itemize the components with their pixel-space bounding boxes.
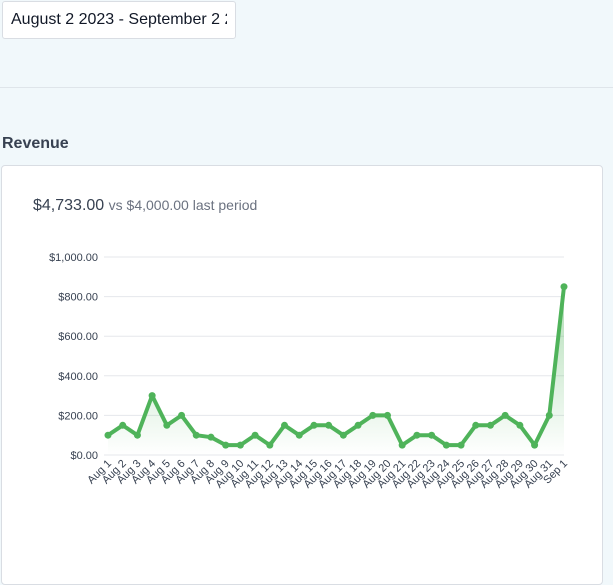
- data-point: [325, 421, 333, 429]
- data-point: [148, 392, 156, 400]
- area-fill: [108, 286, 564, 455]
- data-point: [501, 411, 509, 419]
- revenue-total: $4,733.00: [33, 197, 105, 214]
- data-point: [398, 441, 406, 449]
- data-point: [104, 431, 112, 439]
- revenue-chart: $0.00 $200.00 $400.00 $600.00 $800.00 $1,000.…: [49, 252, 570, 491]
- y-tick-label: $200.00: [58, 410, 98, 422]
- data-point: [457, 441, 465, 449]
- y-axis-labels: $0.00 $200.00 $400.00 $600.00 $800.00 $1,000.…: [49, 252, 98, 462]
- data-point: [133, 431, 141, 439]
- section-divider: [0, 87, 613, 88]
- data-point: [486, 421, 494, 429]
- data-point: [251, 431, 259, 439]
- data-point: [428, 431, 436, 439]
- data-point: [295, 431, 303, 439]
- data-point: [354, 421, 362, 429]
- data-point: [369, 411, 377, 419]
- data-point: [163, 421, 171, 429]
- data-point: [236, 441, 244, 449]
- section-title: Revenue: [2, 135, 69, 152]
- y-tick-label: $1,000.00: [49, 252, 98, 264]
- data-point: [472, 421, 480, 429]
- data-point: [383, 411, 391, 419]
- y-tick-label: $400.00: [58, 371, 98, 383]
- data-point: [531, 441, 539, 449]
- data-point: [442, 441, 450, 449]
- data-point: [192, 431, 200, 439]
- revenue-card: $0.00 $200.00 $400.00 $600.00 $800.00 $1,000.…: [1, 165, 603, 585]
- data-point: [413, 431, 421, 439]
- revenue-comparison: vs $4,000.00 last period: [108, 197, 258, 213]
- y-tick-label: $0.00: [70, 450, 98, 462]
- y-tick-label: $600.00: [58, 331, 98, 343]
- data-point: [178, 411, 186, 419]
- data-point: [545, 411, 553, 419]
- data-point: [207, 433, 215, 441]
- data-point: [222, 441, 230, 449]
- y-tick-label: $800.00: [58, 292, 98, 304]
- data-point: [119, 421, 127, 429]
- series-area: [108, 286, 564, 455]
- data-point: [266, 441, 274, 449]
- revenue-summary: $4,733.00 vs $4,000.00 last period: [33, 197, 257, 215]
- data-point: [310, 421, 318, 429]
- data-point: [560, 283, 568, 291]
- data-point: [281, 421, 289, 429]
- date-range-input[interactable]: [2, 1, 236, 39]
- data-points: [104, 283, 568, 449]
- data-point: [516, 421, 524, 429]
- data-point: [339, 431, 347, 439]
